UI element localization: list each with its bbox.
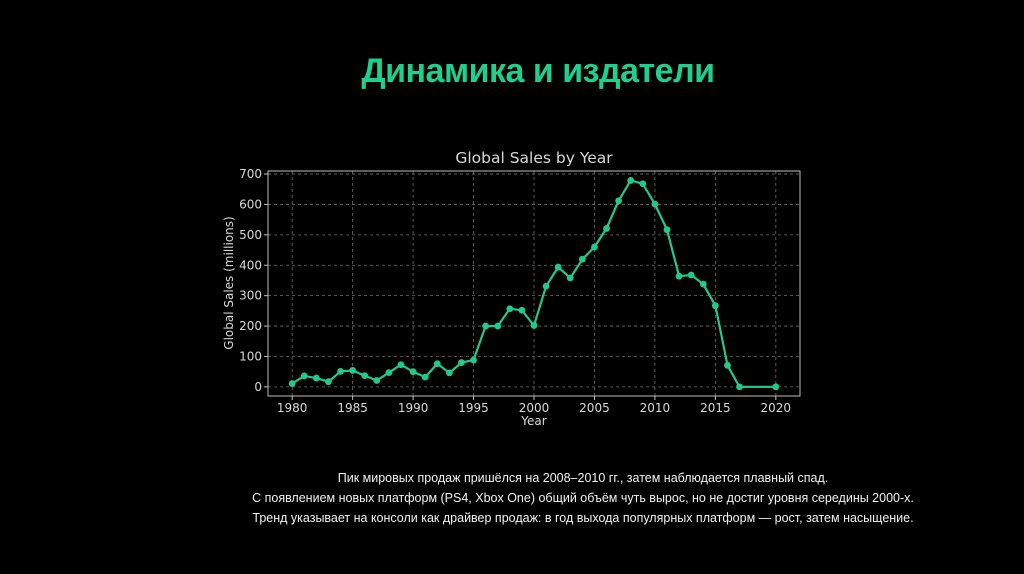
data-point bbox=[482, 322, 490, 330]
data-point bbox=[361, 372, 369, 380]
y-tick-label: 300 bbox=[239, 289, 262, 303]
data-point bbox=[639, 180, 647, 188]
data-point bbox=[542, 282, 550, 290]
data-point bbox=[397, 361, 405, 369]
data-point bbox=[494, 322, 502, 330]
x-tick-label: 1995 bbox=[458, 401, 489, 415]
y-tick-label: 500 bbox=[239, 228, 262, 242]
data-point bbox=[325, 378, 332, 386]
data-point bbox=[711, 302, 719, 310]
y-tick-label: 100 bbox=[239, 349, 262, 363]
data-point bbox=[373, 377, 381, 384]
slide-caption: Пик мировых продаж пришёлся на 2008–2010… bbox=[0, 468, 1024, 528]
data-point bbox=[385, 369, 393, 376]
data-point bbox=[300, 372, 308, 380]
data-point bbox=[506, 305, 514, 313]
data-point bbox=[288, 380, 296, 387]
data-point bbox=[470, 356, 477, 364]
data-point bbox=[651, 200, 659, 208]
data-point bbox=[663, 226, 671, 234]
data-point bbox=[530, 322, 538, 329]
caption-line-3: Тренд указывает на консоли как драйвер п… bbox=[252, 511, 914, 525]
x-tick-label: 1980 bbox=[277, 401, 308, 415]
data-point bbox=[349, 367, 357, 374]
data-point bbox=[603, 225, 610, 232]
y-tick-label: 200 bbox=[239, 319, 262, 333]
data-point bbox=[312, 374, 320, 382]
caption-line-2: С появлением новых платформ (PS4, Xbox O… bbox=[252, 491, 914, 505]
y-tick-label: 0 bbox=[254, 380, 262, 394]
data-point bbox=[421, 373, 429, 381]
data-point bbox=[699, 280, 707, 288]
data-point bbox=[615, 197, 623, 205]
slide-title: Динамика и издатели bbox=[361, 52, 715, 90]
series-points bbox=[288, 177, 780, 391]
data-point bbox=[591, 243, 598, 251]
data-point bbox=[736, 383, 743, 391]
x-tick-label: 1985 bbox=[337, 401, 368, 415]
data-point bbox=[433, 360, 441, 368]
x-tick-label: 1990 bbox=[398, 401, 429, 415]
x-axis-label: Year bbox=[520, 414, 546, 428]
data-point bbox=[554, 263, 562, 271]
chart-grid bbox=[268, 171, 800, 396]
data-point bbox=[445, 369, 453, 377]
x-tick-label: 2005 bbox=[579, 401, 610, 415]
data-point bbox=[566, 274, 574, 282]
data-point bbox=[337, 367, 344, 375]
x-tick-label: 2010 bbox=[640, 401, 671, 415]
x-tick-label: 2020 bbox=[761, 401, 792, 415]
data-point bbox=[578, 255, 586, 263]
y-tick-label: 700 bbox=[239, 167, 262, 181]
data-point bbox=[518, 306, 526, 314]
x-tick-label: 2000 bbox=[519, 401, 550, 415]
y-tick-label: 600 bbox=[239, 197, 262, 211]
chart-title: Global Sales by Year bbox=[455, 149, 613, 167]
data-point bbox=[772, 383, 780, 391]
y-axis-label: Global Sales (millions) bbox=[222, 216, 236, 349]
x-tick-label: 2015 bbox=[700, 401, 731, 415]
data-point bbox=[409, 368, 417, 376]
data-point bbox=[724, 361, 731, 369]
axis-ticks: 1980 1985 1990 1995 2000 2005 2010 2015 2020 0 100… bbox=[239, 167, 791, 415]
y-tick-label: 400 bbox=[239, 258, 262, 272]
data-point bbox=[687, 271, 695, 279]
caption-line-1: Пик мировых продаж пришёлся на 2008–2010… bbox=[337, 471, 829, 485]
data-point bbox=[458, 359, 465, 366]
data-point bbox=[627, 177, 635, 184]
data-point bbox=[675, 272, 683, 280]
